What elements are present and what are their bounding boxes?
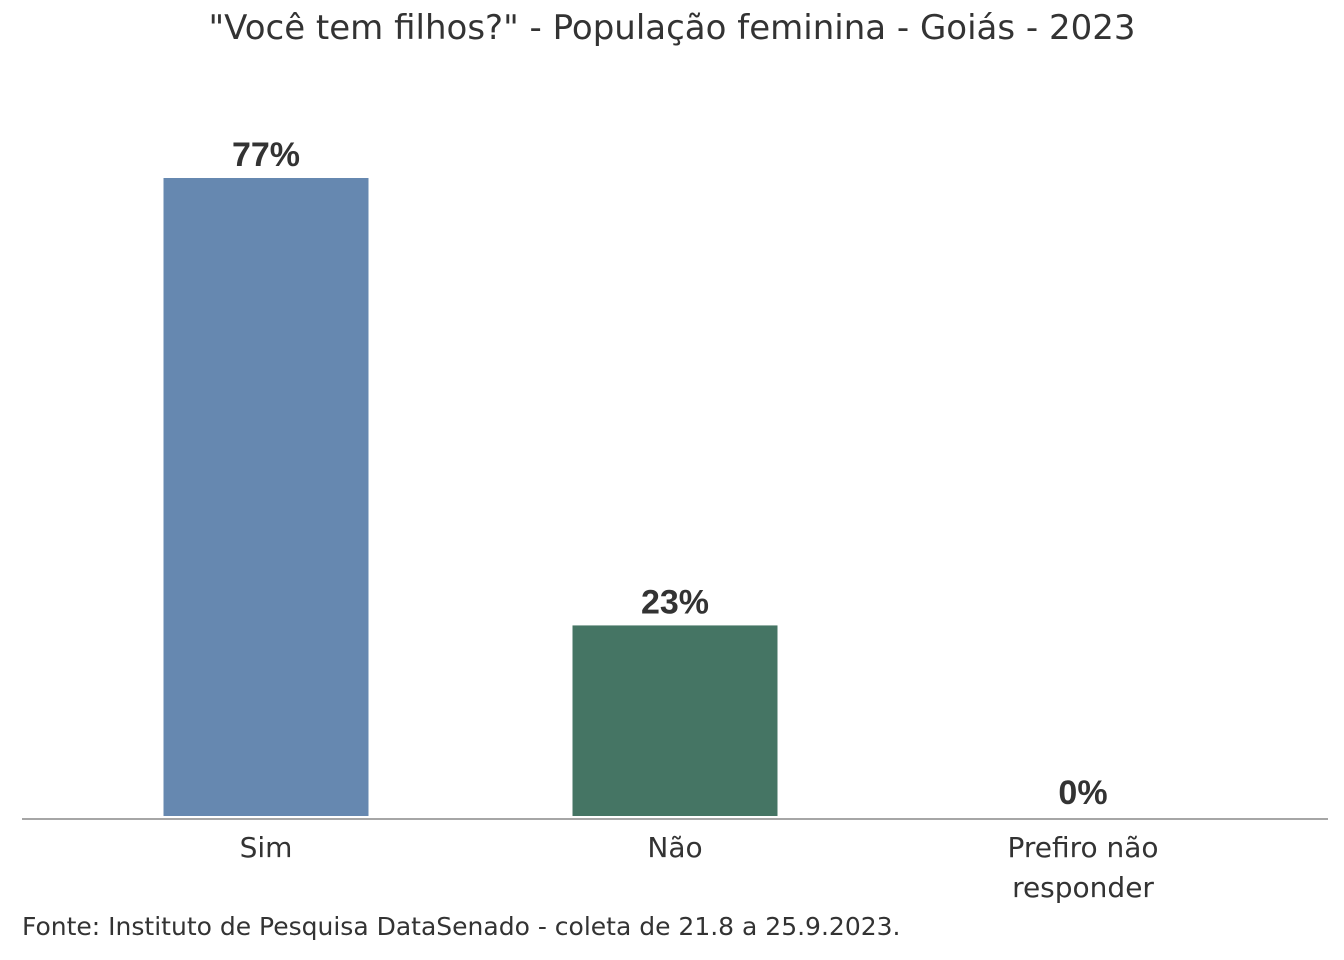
bar-n-o — [572, 625, 778, 816]
bar-sim — [163, 178, 369, 816]
labels-layer: 77% Sim 23% Não 0% Prefiro não responder — [232, 136, 1159, 904]
bars-layer — [163, 178, 778, 816]
data-label-prefiro-n-o-responder: 0% — [1058, 774, 1107, 812]
tick-label-n-o: Não — [647, 831, 702, 864]
tick-label-prefiro-n-o-responder: Prefiro não responder — [1007, 831, 1158, 904]
data-label-n-o: 23% — [641, 583, 709, 621]
source-note: Fonte: Instituto de Pesquisa DataSenado … — [22, 912, 901, 941]
tick-label-sim: Sim — [240, 831, 293, 864]
data-label-sim: 77% — [232, 136, 300, 174]
chart-title: "Você tem filhos?" - População feminina … — [208, 8, 1136, 48]
